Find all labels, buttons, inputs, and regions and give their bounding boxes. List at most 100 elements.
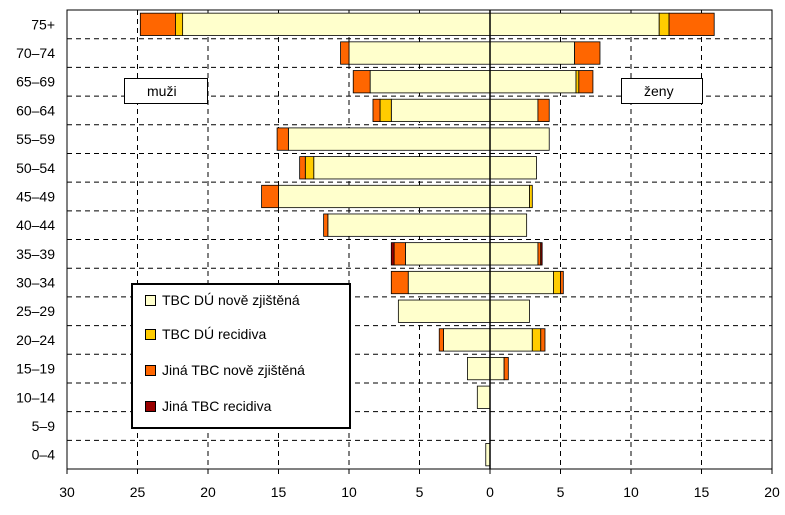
- y-tick-label: 35–39: [16, 246, 55, 262]
- bar-women-4: [540, 242, 543, 266]
- bar-women-2: [531, 328, 542, 352]
- bar-men-3: [352, 70, 371, 94]
- bar-men-1: [182, 12, 491, 36]
- x-tick-label: 5: [557, 484, 565, 500]
- bar-women-1: [489, 299, 530, 323]
- bar-men-1: [443, 328, 491, 352]
- men-label-box: muži: [124, 78, 208, 104]
- bar-women-1: [489, 156, 537, 180]
- y-tick-label: 0–4: [32, 447, 56, 463]
- legend-label: Jiná TBC nově zjištěná: [162, 362, 305, 378]
- x-tick-label: 30: [59, 484, 75, 500]
- bar-women-3: [560, 270, 564, 295]
- bar-men-1: [404, 242, 491, 266]
- x-tick-label: 15: [694, 484, 710, 500]
- bar-men-1: [278, 184, 491, 209]
- y-tick-label: 45–49: [16, 188, 55, 204]
- y-tick-label: 25–29: [16, 303, 55, 319]
- bar-women-3: [578, 70, 594, 94]
- legend-swatch: [145, 400, 156, 412]
- bar-women-1: [489, 270, 554, 295]
- x-tick-label: 0: [486, 484, 494, 500]
- y-tick-label: 55–59: [16, 131, 55, 147]
- x-tick-label: 15: [271, 484, 287, 500]
- bar-women-1: [489, 357, 505, 381]
- y-tick-label: 50–54: [16, 160, 55, 176]
- bar-men-1: [390, 98, 491, 122]
- bar-men-1: [397, 299, 491, 323]
- bar-women-1: [489, 70, 577, 94]
- bar-women-3: [668, 12, 715, 36]
- x-tick-label: 5: [416, 484, 424, 500]
- bar-men-3: [261, 184, 279, 209]
- bar-men-2: [304, 156, 315, 180]
- x-tick-label: 25: [130, 484, 146, 500]
- legend-swatch: [145, 294, 156, 306]
- bar-men-3: [390, 270, 409, 295]
- x-tick-label: 20: [764, 484, 780, 500]
- legend-label: Jiná TBC recidiva: [162, 398, 272, 414]
- bar-men-3: [276, 127, 289, 151]
- bar-women-3: [574, 41, 601, 65]
- bar-men-3: [438, 328, 444, 352]
- bar-men-3: [299, 156, 306, 180]
- bar-women-2: [553, 270, 561, 295]
- y-tick-label: 70–74: [16, 45, 55, 61]
- bar-men-1: [313, 156, 491, 180]
- bar-men-1: [407, 270, 491, 295]
- bar-women-2: [658, 12, 670, 36]
- x-tick-label: 20: [200, 484, 216, 500]
- bar-men-1: [348, 41, 491, 65]
- bar-women-3: [537, 98, 550, 122]
- bar-women-1: [489, 184, 530, 209]
- bar-men-3: [139, 12, 176, 36]
- y-tick-label: 5–9: [32, 418, 56, 434]
- bar-men-2: [379, 98, 392, 122]
- bar-men-1: [287, 127, 491, 151]
- bar-men-1: [467, 357, 491, 381]
- bar-women-1: [489, 242, 539, 266]
- men-label: muži: [147, 83, 177, 99]
- y-tick-label: 15–19: [16, 361, 55, 377]
- legend-item-tbc-du-relapse: TBC DÚ recidiva: [145, 323, 266, 345]
- legend-item-other-tbc-relapse: Jiná TBC recidiva: [145, 395, 271, 417]
- x-tick-label: 10: [341, 484, 357, 500]
- y-tick-label: 75+: [31, 16, 55, 32]
- bar-women-1: [489, 213, 528, 237]
- bar-men-3: [340, 41, 350, 65]
- women-label-box: ženy: [621, 78, 703, 104]
- bar-men-1: [369, 70, 491, 94]
- bar-women-3: [537, 242, 542, 266]
- bar-women-1: [489, 12, 660, 36]
- legend-item-other-tbc-new: Jiná TBC nově zjištěná: [145, 359, 305, 381]
- legend-label: TBC DÚ recidiva: [162, 326, 267, 342]
- legend-label: TBC DÚ nově zjištěná: [162, 292, 300, 308]
- bar-men-2: [175, 12, 184, 36]
- y-tick-label: 20–24: [16, 332, 55, 348]
- y-tick-label: 60–64: [16, 102, 55, 118]
- bar-men-1: [476, 385, 491, 409]
- bar-women-2: [575, 70, 580, 94]
- women-label: ženy: [644, 83, 674, 99]
- bar-women-1: [489, 328, 533, 352]
- y-tick-label: 10–14: [16, 389, 55, 405]
- bar-women-1: [489, 41, 575, 65]
- bar-men-3: [323, 213, 329, 237]
- bar-men-3: [372, 98, 381, 122]
- y-tick-label: 30–34: [16, 275, 55, 291]
- legend: TBC DÚ nově zjištěná TBC DÚ recidiva Jin…: [131, 283, 351, 429]
- bar-men-1: [327, 213, 491, 237]
- bar-women-1: [489, 98, 539, 122]
- bar-women-3: [503, 357, 509, 381]
- legend-swatch: [145, 364, 156, 376]
- legend-swatch: [145, 328, 156, 340]
- y-tick-label: 40–44: [16, 217, 55, 233]
- legend-item-tbc-du-new: TBC DÚ nově zjištěná: [145, 289, 300, 311]
- bar-women-2: [529, 184, 533, 209]
- bar-men-4: [390, 242, 395, 266]
- x-tick-label: 10: [623, 484, 639, 500]
- bar-men-3: [393, 242, 406, 266]
- bar-women-1: [489, 127, 550, 151]
